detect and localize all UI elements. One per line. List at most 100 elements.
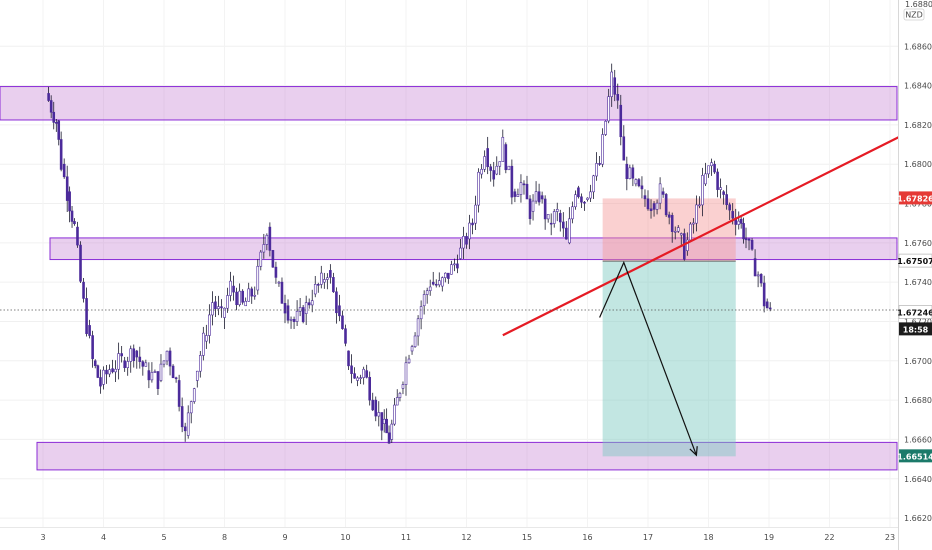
candle-body	[658, 183, 662, 204]
candle-body	[253, 294, 257, 297]
candle-body	[707, 165, 710, 175]
candle-body	[70, 210, 74, 222]
candle-body	[474, 204, 477, 224]
candle-body	[126, 361, 129, 368]
candle-body	[162, 360, 166, 365]
candle-body	[359, 377, 362, 379]
currency-label: NZD	[905, 11, 923, 20]
candle-body	[338, 305, 341, 317]
y-tick-label: 1.67400	[904, 278, 932, 287]
candle-body	[504, 144, 508, 171]
candle-body	[256, 265, 260, 291]
candle-body	[710, 162, 713, 167]
candle-body	[76, 226, 79, 246]
candle-body	[68, 191, 71, 212]
candle-body	[483, 156, 486, 170]
candle-body	[756, 274, 760, 277]
y-tick-label: 1.66600	[904, 435, 932, 444]
candle-body	[682, 233, 686, 260]
projection-arrowhead	[689, 446, 698, 457]
candle-body	[698, 204, 701, 207]
candle-body	[241, 290, 244, 303]
candle-body	[192, 388, 196, 402]
candle-body	[679, 233, 683, 236]
candle-body	[410, 346, 414, 352]
candle-body	[737, 220, 741, 225]
candle-body	[295, 310, 299, 322]
candle-body	[404, 362, 408, 385]
candle-body	[385, 418, 388, 434]
zone-upper-resistance	[0, 86, 898, 121]
position-layer	[602, 198, 736, 457]
projection-path[interactable]	[599, 260, 697, 456]
candle-body	[568, 218, 571, 244]
candle-body	[646, 198, 650, 210]
candle-body	[610, 71, 614, 97]
candle-body	[168, 350, 172, 367]
candle-body	[332, 277, 335, 293]
candle-body	[65, 176, 69, 201]
y-tick-label: 1.68000	[904, 160, 932, 169]
time-axis[interactable]: 3 4 5 8 9 10 11 12 15 16 17 18 19 22 23	[0, 527, 898, 543]
price-axis-top-label: 1.68800	[905, 0, 932, 9]
candle-body	[431, 281, 435, 285]
candle-body	[211, 302, 214, 316]
candle-body	[135, 350, 139, 358]
candle-body	[244, 300, 247, 307]
candle-body	[762, 282, 766, 307]
candle-body	[398, 393, 402, 398]
candle-body	[634, 179, 638, 185]
candle-body	[728, 204, 731, 211]
candle-body	[571, 206, 574, 220]
candle-body	[516, 194, 520, 197]
candle-body	[395, 397, 399, 406]
candle-body	[713, 163, 716, 173]
x-tick-label: 3	[40, 533, 45, 542]
candle-body	[344, 328, 347, 344]
candle-body	[208, 314, 211, 336]
x-tick-label: 16	[582, 533, 592, 542]
trendline[interactable]	[502, 123, 924, 337]
candle-body	[413, 335, 417, 347]
candle-body	[250, 288, 254, 297]
candle-body	[91, 335, 94, 360]
candle-body	[235, 291, 238, 306]
candle-body	[510, 165, 514, 198]
candle-body	[640, 185, 644, 190]
price-tag-label-stop: 1.67826	[897, 194, 932, 203]
x-tick-label: 8	[222, 533, 227, 542]
candle-body	[247, 288, 250, 302]
candle-body	[519, 182, 523, 195]
candle-body	[183, 426, 187, 432]
candle-body	[667, 214, 671, 218]
candles-layer	[47, 63, 772, 444]
candle-body	[643, 195, 647, 200]
candle-body	[105, 369, 108, 375]
candle-body	[156, 371, 160, 389]
candle-body	[123, 360, 126, 368]
x-tick-label: 12	[461, 533, 471, 542]
candle-body	[649, 208, 653, 212]
candle-body	[277, 281, 281, 284]
candle-body	[613, 77, 617, 95]
candle-body	[583, 201, 586, 204]
candle-body	[202, 332, 205, 356]
x-tick-label: 10	[340, 533, 350, 542]
candle-body	[616, 94, 620, 101]
candle-body	[108, 369, 111, 375]
candle-body	[326, 277, 329, 280]
drawings-layer	[502, 123, 924, 457]
currency-badge[interactable]	[903, 8, 925, 21]
candle-body	[722, 191, 725, 195]
price-axis[interactable]: 1.68800 NZD 1.68600 1.68400 1.68200 1.68000…	[898, 0, 932, 550]
candle-body	[229, 280, 232, 296]
y-tick-label: 1.66400	[904, 475, 932, 484]
candle-body	[62, 163, 66, 178]
candle-body	[329, 270, 332, 278]
x-tick-label: 9	[282, 533, 287, 542]
candle-body	[768, 307, 772, 310]
candle-body	[628, 167, 632, 180]
candle-body	[619, 104, 623, 138]
candle-body	[199, 355, 202, 372]
candle-body	[731, 211, 735, 219]
